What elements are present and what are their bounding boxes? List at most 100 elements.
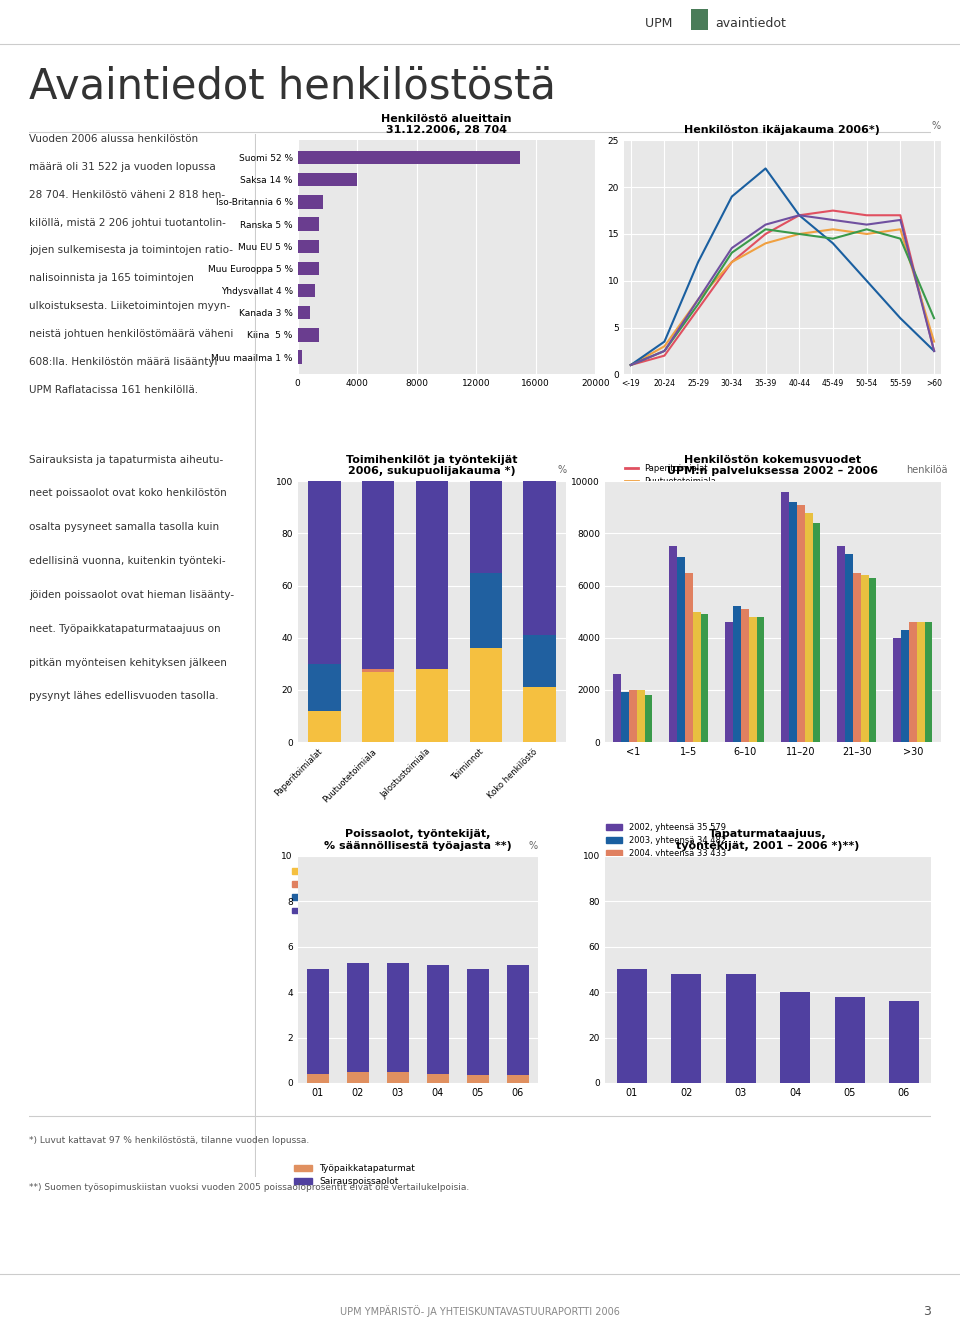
Bar bbox=[893, 638, 901, 742]
Bar bbox=[467, 969, 489, 1075]
Text: jojen sulkemisesta ja toimintojen ratio-: jojen sulkemisesta ja toimintojen ratio- bbox=[29, 246, 233, 255]
Text: neet. Työpaikkatapaturmataajuus on: neet. Työpaikkatapaturmataajuus on bbox=[29, 623, 221, 634]
Bar bbox=[869, 578, 876, 742]
Bar bbox=[308, 481, 341, 663]
Bar bbox=[669, 547, 677, 742]
Bar bbox=[756, 616, 764, 742]
Text: avaintiedot: avaintiedot bbox=[715, 17, 786, 29]
Legend: Paperitoimialat, Puutuotetoimiala, Jalostustoimiala, Toiminnot, Yhteensä: Paperitoimialat, Puutuotetoimiala, Jalos… bbox=[622, 460, 720, 528]
Bar bbox=[636, 690, 644, 742]
Bar bbox=[298, 218, 319, 231]
Text: *) Luvut kattavat 97 % henkilöstöstä, tilanne vuoden lopussa.: *) Luvut kattavat 97 % henkilöstöstä, ti… bbox=[29, 1136, 309, 1144]
Text: %: % bbox=[931, 120, 941, 131]
Bar bbox=[861, 575, 869, 742]
Text: 3: 3 bbox=[924, 1305, 931, 1318]
Bar bbox=[298, 283, 315, 297]
Bar bbox=[523, 687, 556, 742]
Bar bbox=[693, 612, 701, 742]
Bar bbox=[924, 622, 932, 742]
Bar bbox=[523, 635, 556, 687]
Bar bbox=[523, 481, 556, 635]
Text: neistä johtuen henkilöstömäärä väheni: neistä johtuen henkilöstömäärä väheni bbox=[29, 329, 233, 340]
Bar bbox=[416, 481, 448, 668]
Text: Vuoden 2006 alussa henkilöstön: Vuoden 2006 alussa henkilöstön bbox=[29, 134, 198, 143]
Bar bbox=[426, 1074, 448, 1083]
Bar bbox=[387, 963, 409, 1072]
Bar bbox=[298, 350, 301, 364]
Text: henkilöä: henkilöä bbox=[906, 465, 948, 476]
Text: UPM YMPÄRISTÖ- JA YHTEISKUNTAVASTUURAPORTTI 2006: UPM YMPÄRISTÖ- JA YHTEISKUNTAVASTUURAPOR… bbox=[340, 1305, 620, 1317]
Bar bbox=[298, 151, 519, 164]
Bar bbox=[909, 622, 917, 742]
Bar bbox=[671, 973, 702, 1083]
Bar bbox=[298, 239, 319, 253]
Bar bbox=[507, 1075, 529, 1083]
Bar bbox=[901, 630, 909, 742]
Bar bbox=[617, 969, 647, 1083]
Bar bbox=[837, 547, 845, 742]
Bar bbox=[469, 481, 502, 572]
Bar bbox=[362, 481, 395, 668]
Text: kilöllä, mistä 2 206 johtui tuotantolin-: kilöllä, mistä 2 206 johtui tuotantolin- bbox=[29, 218, 226, 227]
Title: Toimihenkilöt ja työntekijät
2006, sukupuolijakauma *): Toimihenkilöt ja työntekijät 2006, sukup… bbox=[347, 455, 517, 476]
Title: Henkilöston ikäjakauma 2006*): Henkilöston ikäjakauma 2006*) bbox=[684, 126, 880, 135]
Text: pysynyt lähes edellisvuoden tasolla.: pysynyt lähes edellisvuoden tasolla. bbox=[29, 691, 219, 702]
Bar bbox=[467, 1075, 489, 1083]
Bar bbox=[469, 572, 502, 648]
Bar bbox=[749, 616, 756, 742]
Title: Poissaolot, työntekijät,
% säännöllisestä työajasta **): Poissaolot, työntekijät, % säännöllisest… bbox=[324, 829, 512, 850]
Bar bbox=[507, 965, 529, 1075]
Bar bbox=[347, 1072, 369, 1083]
Legend: 2002, yhteensä 35 579, 2003, yhteensä 34 482, 2004, yhteensä 33 433, 2005, yhtee: 2002, yhteensä 35 579, 2003, yhteensä 34… bbox=[602, 820, 730, 888]
Text: ulkoistuksesta. Liiketoimintojen myyn-: ulkoistuksesta. Liiketoimintojen myyn- bbox=[29, 301, 230, 312]
Text: pitkän myönteisen kehityksen jälkeen: pitkän myönteisen kehityksen jälkeen bbox=[29, 658, 227, 667]
Bar bbox=[298, 174, 357, 186]
Text: UPM Raflatacissa 161 henkilöllä.: UPM Raflatacissa 161 henkilöllä. bbox=[29, 385, 198, 396]
Bar bbox=[469, 648, 502, 742]
Bar bbox=[733, 607, 741, 742]
Bar bbox=[298, 329, 319, 341]
Legend: Työpaikkatapaturmat, Sairauspoissaolot: Työpaikkatapaturmat, Sairauspoissaolot bbox=[290, 1161, 419, 1190]
Bar bbox=[298, 262, 319, 275]
Bar bbox=[726, 973, 756, 1083]
Text: %: % bbox=[557, 465, 566, 476]
Bar bbox=[426, 965, 448, 1074]
Bar bbox=[644, 695, 653, 742]
Bar bbox=[917, 622, 924, 742]
Bar bbox=[306, 1074, 328, 1083]
Bar bbox=[308, 663, 341, 711]
Text: 28 704. Henkilöstö väheni 2 818 hen-: 28 704. Henkilöstö väheni 2 818 hen- bbox=[29, 190, 225, 199]
Bar bbox=[845, 555, 852, 742]
Legend: Toimihenkilöt, naiset, Työntekijät, naiset, Toimihenkilöt, miehet, Työntekijät, : Toimihenkilöt, naiset, Työntekijät, nais… bbox=[288, 864, 409, 919]
Bar bbox=[387, 1072, 409, 1083]
Bar bbox=[812, 523, 821, 742]
Title: Henkilöstön kokemusvuodet
UPM:n palveluksessa 2002 – 2006: Henkilöstön kokemusvuodet UPM:n palveluk… bbox=[667, 455, 878, 476]
Text: jöiden poissaolot ovat hieman lisäänty-: jöiden poissaolot ovat hieman lisäänty- bbox=[29, 590, 234, 600]
Text: Avaintiedot henkilöstöstä: Avaintiedot henkilöstöstä bbox=[29, 66, 556, 108]
Text: 608:lla. Henkilöstön määrä lisääntyi: 608:lla. Henkilöstön määrä lisääntyi bbox=[29, 357, 217, 368]
Bar bbox=[308, 711, 341, 742]
Bar bbox=[621, 693, 629, 742]
Text: %: % bbox=[528, 841, 538, 850]
Title: Tapaturmataajuus,
työntekijät, 2001 – 2006 *)**): Tapaturmataajuus, työntekijät, 2001 – 20… bbox=[676, 829, 860, 850]
Text: neet poissaolot ovat koko henkilöstön: neet poissaolot ovat koko henkilöstön bbox=[29, 488, 227, 499]
Bar bbox=[701, 614, 708, 742]
Bar bbox=[889, 1001, 919, 1083]
Bar bbox=[362, 671, 395, 742]
Bar bbox=[691, 9, 708, 31]
Text: edellisinä vuonna, kuitenkin työnteki-: edellisinä vuonna, kuitenkin työnteki- bbox=[29, 556, 226, 566]
Bar bbox=[613, 674, 621, 742]
Bar bbox=[362, 668, 395, 671]
Bar bbox=[804, 512, 812, 742]
Title: Henkilöstö alueittain
31.12.2006, 28 704: Henkilöstö alueittain 31.12.2006, 28 704 bbox=[381, 114, 512, 135]
Bar bbox=[347, 963, 369, 1072]
Bar bbox=[416, 668, 448, 742]
Bar bbox=[852, 572, 861, 742]
Text: Sairauksista ja tapaturmista aiheutu-: Sairauksista ja tapaturmista aiheutu- bbox=[29, 455, 223, 464]
Text: UPM: UPM bbox=[645, 17, 677, 29]
Text: **) Suomen työsopimuskiistan vuoksi vuoden 2005 poissaoloprosentit eivät ole ver: **) Suomen työsopimuskiistan vuoksi vuod… bbox=[29, 1183, 469, 1191]
Text: nalisoinnista ja 165 toimintojen: nalisoinnista ja 165 toimintojen bbox=[29, 274, 194, 283]
Bar bbox=[725, 622, 733, 742]
Bar bbox=[298, 306, 310, 320]
Bar bbox=[684, 572, 693, 742]
